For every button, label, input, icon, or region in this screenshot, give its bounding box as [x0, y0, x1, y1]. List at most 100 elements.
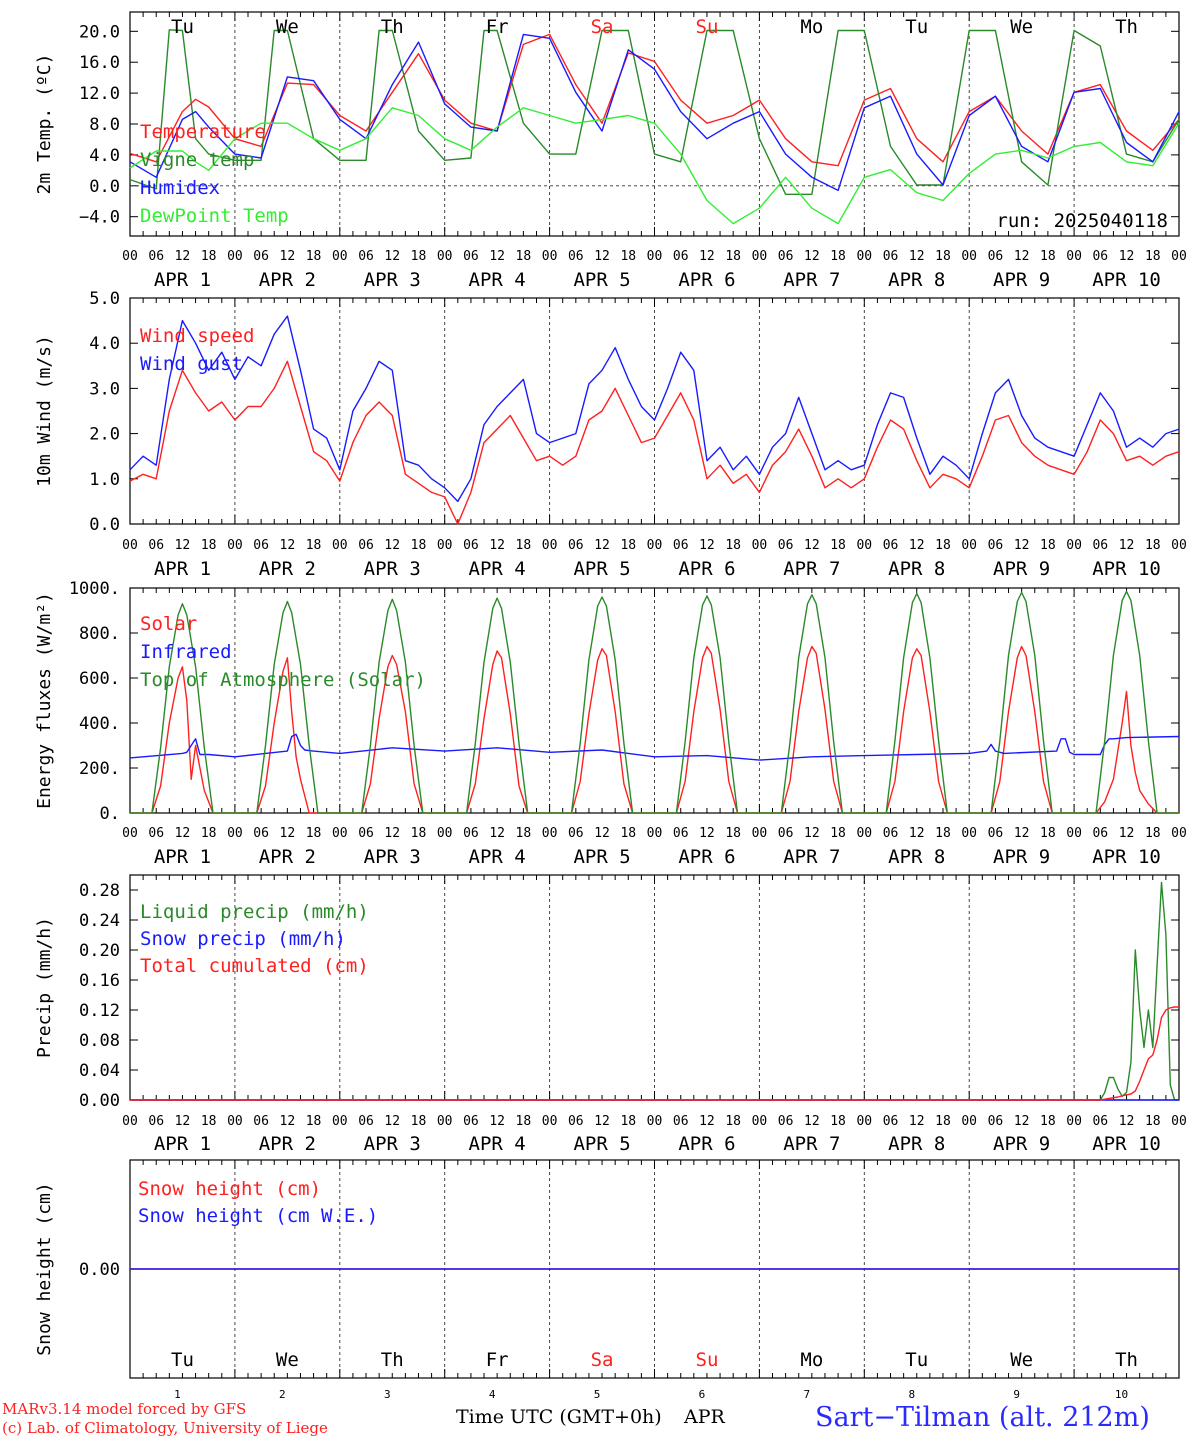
day-label: APR 7	[783, 846, 840, 868]
hour-tick-label: 00	[227, 1114, 243, 1129]
weekday-label-bottom: Su	[696, 1349, 719, 1371]
hour-tick-label: 12	[1014, 249, 1030, 264]
day-number-label: 10	[1115, 1388, 1128, 1401]
hour-tick-label: 06	[148, 826, 164, 841]
hour-tick-label: 06	[463, 249, 479, 264]
hour-tick-label: 06	[1092, 1114, 1108, 1129]
hour-tick-label: 06	[568, 826, 584, 841]
weekday-label-bottom: Th	[381, 1349, 404, 1371]
hour-tick-label: 00	[227, 826, 243, 841]
day-number-label: 2	[279, 1388, 286, 1401]
hour-tick-label: 18	[306, 538, 322, 553]
hour-tick-label: 00	[332, 1114, 348, 1129]
hour-tick-label: 18	[411, 1114, 427, 1129]
hour-tick-label: 00	[961, 249, 977, 264]
day-label: APR 5	[573, 558, 630, 580]
day-label: APR 8	[888, 558, 945, 580]
panel-frame	[129, 587, 1180, 814]
y-tick-label: 0.04	[79, 1061, 120, 1081]
hour-tick-label: 06	[988, 1114, 1004, 1129]
hour-tick-label: 00	[647, 1114, 663, 1129]
hour-tick-label: 00	[542, 249, 558, 264]
hour-tick-label: 00	[332, 249, 348, 264]
hour-tick-label: 00	[856, 538, 872, 553]
legend-entry: Snow height (cm W.E.)	[138, 1205, 378, 1227]
hour-tick-label: 18	[516, 538, 532, 553]
hour-tick-label: 12	[1119, 826, 1135, 841]
day-label: APR 3	[364, 846, 421, 868]
hour-tick-label: 18	[411, 249, 427, 264]
day-label: APR 2	[259, 846, 316, 868]
hour-tick-label: 12	[175, 538, 191, 553]
weekday-label-top: Sa	[591, 16, 614, 38]
hour-tick-label: 18	[411, 538, 427, 553]
day-number-label: 8	[908, 1388, 915, 1401]
day-label: APR 7	[783, 1133, 840, 1155]
hour-tick-label: 00	[437, 538, 453, 553]
series-line	[129, 315, 1180, 503]
day-label: APR 9	[993, 269, 1050, 291]
hour-tick-label: 18	[201, 249, 217, 264]
weekday-label-bottom: We	[276, 1349, 299, 1371]
hour-tick-label: 00	[856, 249, 872, 264]
y-tick-label: 16.0	[79, 53, 120, 73]
hour-tick-label: 18	[935, 1114, 951, 1129]
hour-tick-label: 12	[804, 538, 820, 553]
hour-tick-label: 00	[437, 1114, 453, 1129]
day-label: APR 10	[1092, 269, 1161, 291]
day-label: APR 10	[1092, 558, 1161, 580]
hour-tick-label: 18	[1040, 1114, 1056, 1129]
y-tick-label: 400.	[79, 714, 120, 734]
hour-tick-label: 12	[909, 826, 925, 841]
day-label: APR 6	[678, 558, 735, 580]
hour-tick-label: 12	[1014, 1114, 1030, 1129]
hour-tick-label: 12	[699, 826, 715, 841]
hour-tick-label: 06	[148, 249, 164, 264]
day-label: APR 1	[154, 1133, 211, 1155]
hour-tick-label: 00	[1171, 826, 1187, 841]
day-label: APR 6	[678, 846, 735, 868]
day-label: APR 7	[783, 269, 840, 291]
day-label: APR 4	[469, 269, 526, 291]
day-label: APR 2	[259, 269, 316, 291]
day-label: APR 1	[154, 269, 211, 291]
hour-tick-label: 12	[280, 249, 296, 264]
day-label: APR 3	[364, 558, 421, 580]
hour-tick-label: 18	[1145, 538, 1161, 553]
hour-tick-label: 00	[752, 826, 768, 841]
hour-tick-label: 12	[1119, 538, 1135, 553]
day-label: APR 10	[1092, 846, 1161, 868]
day-label: APR 4	[469, 846, 526, 868]
legend-entry: Wind speed	[140, 325, 254, 347]
hour-tick-label: 00	[227, 538, 243, 553]
run-label: run: 2025040118	[996, 210, 1168, 232]
hour-tick-label: 00	[437, 826, 453, 841]
y-tick-label: 200.	[79, 759, 120, 779]
day-number-label: 4	[489, 1388, 496, 1401]
hour-tick-label: 00	[752, 249, 768, 264]
hour-tick-label: 12	[489, 826, 505, 841]
hour-tick-label: 18	[830, 1114, 846, 1129]
hour-tick-label: 18	[620, 1114, 636, 1129]
hour-tick-label: 18	[411, 826, 427, 841]
hour-tick-label: 12	[489, 1114, 505, 1129]
hour-tick-label: 06	[568, 249, 584, 264]
y-tick-label: 0.08	[79, 1031, 120, 1051]
hour-tick-label: 00	[227, 249, 243, 264]
day-label: APR 7	[783, 558, 840, 580]
hour-tick-label: 06	[463, 826, 479, 841]
hour-tick-label: 12	[594, 538, 610, 553]
hour-tick-label: 06	[1092, 538, 1108, 553]
weekday-label-top: Fr	[486, 16, 509, 38]
day-label: APR 8	[888, 846, 945, 868]
y-tick-label: 2.0	[89, 425, 120, 445]
hour-tick-label: 06	[883, 249, 899, 264]
series-line	[129, 29, 1180, 196]
hour-tick-label: 18	[725, 826, 741, 841]
hour-tick-label: 00	[752, 1114, 768, 1129]
hour-tick-label: 00	[856, 1114, 872, 1129]
hour-tick-label: 12	[909, 1114, 925, 1129]
hour-tick-label: 12	[804, 1114, 820, 1129]
hour-tick-label: 06	[358, 538, 374, 553]
y-tick-label: 1000.	[69, 579, 120, 599]
